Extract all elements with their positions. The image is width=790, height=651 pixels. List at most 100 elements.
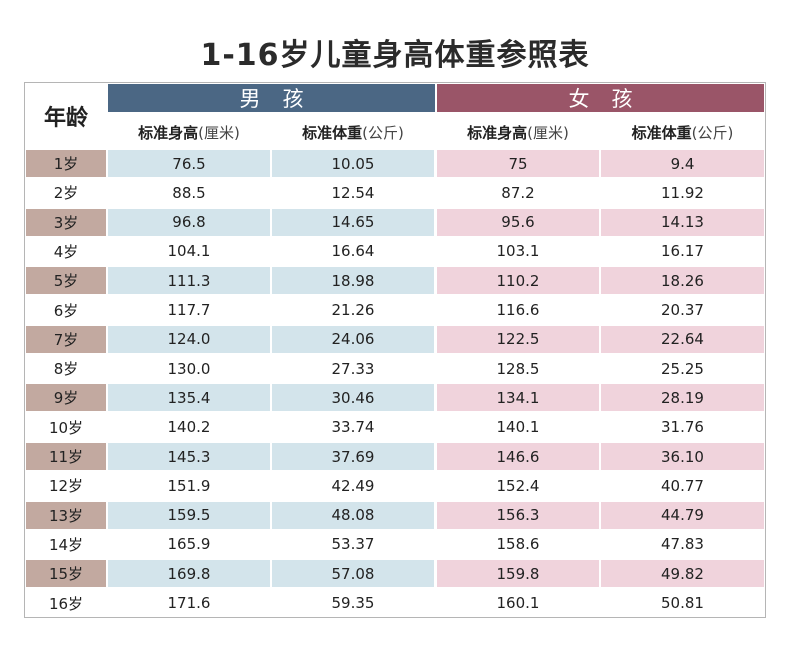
table-row: 3岁 96.8 14.65 95.6 14.13 <box>26 208 764 236</box>
boy-weight-cell: 53.37 <box>331 535 375 554</box>
age-cell: 14岁 <box>48 535 84 554</box>
boy-weight-cell: 12.54 <box>331 183 375 202</box>
boy-height-cell: 130.0 <box>167 359 211 378</box>
girl-height-cell: 75 <box>437 150 599 177</box>
boy-weight-cell: 18.98 <box>272 267 434 295</box>
age-cell: 1岁 <box>26 150 106 177</box>
table-row: 13岁 159.5 48.08 156.3 44.79 <box>26 501 764 529</box>
age-cell: 6岁 <box>53 301 79 320</box>
girl-weight-cell: 50.81 <box>661 594 704 612</box>
age-cell: 2岁 <box>53 184 79 203</box>
age-cell: 5岁 <box>26 267 106 295</box>
age-cell: 3岁 <box>26 208 106 236</box>
boy-height-cell: 104.1 <box>167 242 211 261</box>
age-cell: 15岁 <box>26 560 106 588</box>
girl-weight-cell: 16.17 <box>661 242 704 261</box>
page-title: 1-16岁儿童身高体重参照表 <box>200 38 590 73</box>
table-row: 4岁 104.1 16.64 103.1 16.17 <box>26 238 764 265</box>
table-row: 5岁 111.3 18.98 110.2 18.26 <box>26 267 764 295</box>
age-cell: 8岁 <box>53 360 79 379</box>
girl-height-cell: 87.2 <box>501 183 535 202</box>
boy-weight-cell: 48.08 <box>272 501 434 529</box>
age-cell: 13岁 <box>26 501 106 529</box>
weight-label: 标准体重 <box>631 123 692 142</box>
table-row: 14岁 165.9 53.37 158.6 47.83 <box>26 531 764 558</box>
boy-weight-cell: 30.46 <box>272 384 434 412</box>
girl-weight-cell: 11.92 <box>661 183 704 202</box>
height-unit: (厘米) <box>198 123 240 142</box>
girl-height-cell: 116.6 <box>496 301 540 319</box>
girl-height-cell: 152.4 <box>496 476 540 495</box>
girl-height-cell: 159.8 <box>437 560 599 588</box>
girl-height-cell: 156.3 <box>437 501 599 529</box>
girl-height-header: 标准身高 (厘米) <box>437 116 599 148</box>
girl-height-cell: 158.6 <box>496 535 540 554</box>
boy-weight-cell: 21.26 <box>331 301 375 319</box>
boy-group-header: 男孩 <box>108 84 435 112</box>
age-cell: 16岁 <box>48 594 84 613</box>
girl-height-cell: 146.6 <box>437 443 599 470</box>
age-cell: 12岁 <box>48 477 84 496</box>
boy-height-cell: 135.4 <box>108 384 270 412</box>
girl-weight-cell: 47.83 <box>661 535 704 554</box>
boy-height-header: 标准身高 (厘米) <box>108 116 270 148</box>
boy-weight-cell: 10.05 <box>272 150 434 177</box>
girl-weight-cell: 14.13 <box>601 208 764 236</box>
boy-weight-cell: 59.35 <box>331 594 375 612</box>
weight-unit: (公斤) <box>362 123 404 142</box>
boy-height-cell: 145.3 <box>108 443 270 470</box>
age-cell: 7岁 <box>26 325 106 353</box>
boy-height-cell: 140.2 <box>167 418 211 437</box>
boy-height-cell: 88.5 <box>172 183 206 202</box>
table-row: 15岁 169.8 57.08 159.8 49.82 <box>26 560 764 588</box>
boy-weight-cell: 24.06 <box>272 325 434 353</box>
weight-unit: (公斤) <box>691 123 734 142</box>
girl-height-cell: 95.6 <box>437 208 599 236</box>
height-label: 标准身高 <box>467 123 528 142</box>
boy-height-cell: 165.9 <box>167 535 211 554</box>
girl-height-cell: 160.1 <box>496 594 540 612</box>
boy-height-cell: 111.3 <box>108 267 270 295</box>
table-row: 16岁 171.6 59.35 160.1 50.81 <box>26 590 764 617</box>
girl-weight-cell: 36.10 <box>601 443 764 470</box>
girl-weight-header: 标准体重 (公斤) <box>601 116 764 148</box>
girl-group-header: 女孩 <box>437 84 764 112</box>
boy-height-cell: 159.5 <box>108 501 270 529</box>
table-row: 7岁 124.0 24.06 122.5 22.64 <box>26 325 764 353</box>
table-row: 6岁 117.7 21.26 116.6 20.37 <box>26 297 764 324</box>
table-row: 10岁 140.2 33.74 140.1 31.76 <box>26 414 764 441</box>
girl-weight-cell: 20.37 <box>661 301 704 319</box>
table-frame <box>24 82 766 618</box>
girl-weight-cell: 22.64 <box>601 325 764 353</box>
girl-weight-cell: 44.79 <box>601 501 764 529</box>
table-row: 8岁 130.0 27.33 128.5 25.25 <box>26 355 764 382</box>
girl-weight-cell: 9.4 <box>601 150 764 177</box>
girl-height-cell: 134.1 <box>437 384 599 412</box>
boy-weight-cell: 37.69 <box>272 443 434 470</box>
boy-weight-cell: 27.33 <box>331 359 375 378</box>
height-label: 标准身高 <box>138 123 199 142</box>
boy-height-cell: 117.7 <box>167 301 211 319</box>
girl-height-cell: 128.5 <box>496 359 540 378</box>
boy-weight-cell: 14.65 <box>272 208 434 236</box>
girl-weight-cell: 40.77 <box>661 476 704 495</box>
boy-weight-cell: 33.74 <box>331 418 375 437</box>
girl-height-cell: 140.1 <box>496 418 540 437</box>
girl-weight-cell: 49.82 <box>601 560 764 588</box>
table-row: 2岁 88.5 12.54 87.2 11.92 <box>26 179 764 206</box>
table-row: 1岁 76.5 10.05 75 9.4 <box>26 150 764 177</box>
age-cell: 11岁 <box>26 443 106 470</box>
girl-weight-cell: 18.26 <box>601 267 764 295</box>
girl-weight-cell: 25.25 <box>661 359 704 378</box>
boy-height-cell: 169.8 <box>108 560 270 588</box>
table-row: 11岁 145.3 37.69 146.6 36.10 <box>26 443 764 470</box>
girl-weight-cell: 31.76 <box>661 418 704 437</box>
table-row: 12岁 151.9 42.49 152.4 40.77 <box>26 472 764 499</box>
boy-weight-cell: 57.08 <box>272 560 434 588</box>
girl-height-cell: 122.5 <box>437 325 599 353</box>
boy-height-cell: 96.8 <box>108 208 270 236</box>
boy-weight-cell: 42.49 <box>331 476 375 495</box>
weight-label: 标准体重 <box>302 123 363 142</box>
girl-height-cell: 103.1 <box>496 242 540 261</box>
boy-height-cell: 151.9 <box>167 476 211 495</box>
